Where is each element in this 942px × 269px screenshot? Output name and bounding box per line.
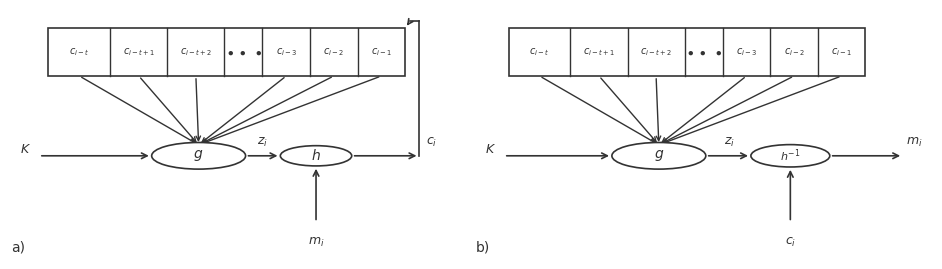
Circle shape xyxy=(751,145,830,167)
FancyBboxPatch shape xyxy=(48,28,405,76)
Text: $c_{i-2}$: $c_{i-2}$ xyxy=(323,46,345,58)
Text: $c_{i-3}$: $c_{i-3}$ xyxy=(736,46,757,58)
Text: $m_i$: $m_i$ xyxy=(308,236,324,249)
Text: $g$: $g$ xyxy=(654,148,664,163)
Text: a): a) xyxy=(10,240,24,254)
Circle shape xyxy=(281,146,351,166)
Text: $z_i$: $z_i$ xyxy=(257,136,268,149)
Text: $c_{i-1}$: $c_{i-1}$ xyxy=(371,46,392,58)
Text: $c_{i-t+2}$: $c_{i-t+2}$ xyxy=(180,46,212,58)
Text: $c_i$: $c_i$ xyxy=(426,136,437,149)
Text: $c_i$: $c_i$ xyxy=(785,236,796,249)
Text: $c_{i-t+2}$: $c_{i-t+2}$ xyxy=(640,46,673,58)
Text: $c_{i-1}$: $c_{i-1}$ xyxy=(831,46,853,58)
Circle shape xyxy=(152,143,246,169)
Text: $c_{i-3}$: $c_{i-3}$ xyxy=(276,46,297,58)
FancyBboxPatch shape xyxy=(509,28,866,76)
Text: $K$: $K$ xyxy=(485,143,496,156)
Circle shape xyxy=(612,143,706,169)
Text: $c_{i-2}$: $c_{i-2}$ xyxy=(784,46,804,58)
Text: $z_i$: $z_i$ xyxy=(723,136,735,149)
Text: $h$: $h$ xyxy=(311,148,321,163)
Text: $K$: $K$ xyxy=(21,143,31,156)
Text: $\bullet\bullet\bullet$: $\bullet\bullet\bullet$ xyxy=(225,44,262,59)
Text: $c_{i-t}$: $c_{i-t}$ xyxy=(69,46,89,58)
Text: b): b) xyxy=(476,240,490,254)
Text: $m_i$: $m_i$ xyxy=(906,136,922,149)
Text: $c_{i-t+1}$: $c_{i-t+1}$ xyxy=(122,46,154,58)
Text: $g$: $g$ xyxy=(193,148,203,163)
Text: $\bullet\bullet\bullet$: $\bullet\bullet\bullet$ xyxy=(685,44,723,59)
Text: $h^{-1}$: $h^{-1}$ xyxy=(780,147,801,164)
Text: $c_{i-t}$: $c_{i-t}$ xyxy=(529,46,550,58)
Text: $c_{i-t+1}$: $c_{i-t+1}$ xyxy=(583,46,615,58)
